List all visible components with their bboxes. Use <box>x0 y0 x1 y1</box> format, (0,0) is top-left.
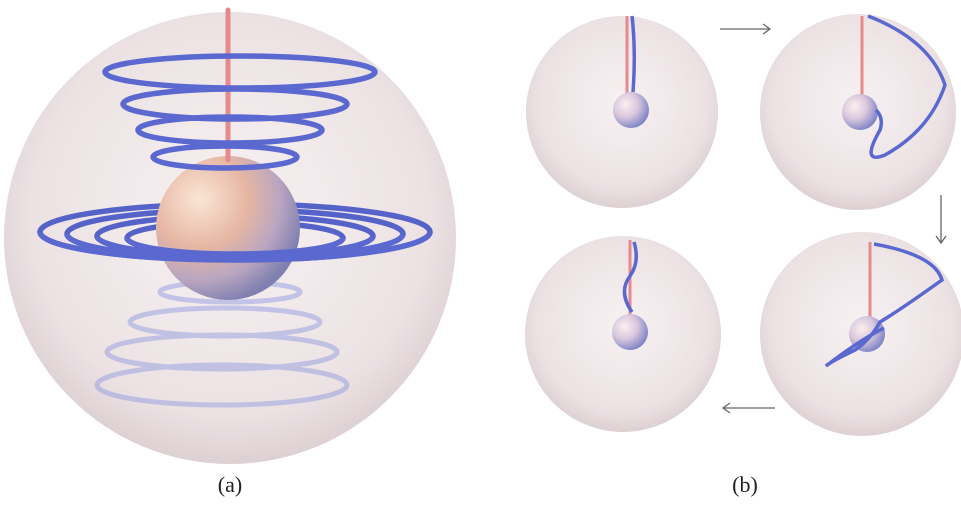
inner-sphere <box>612 314 648 350</box>
panel-label: (a) <box>218 472 242 497</box>
inner-sphere <box>842 94 878 130</box>
inner-sphere <box>156 156 300 300</box>
figure: (a) (b) <box>0 0 961 507</box>
inner-sphere <box>613 92 649 128</box>
panel-label: (b) <box>732 472 758 497</box>
panel-b: (b) <box>525 14 961 497</box>
panel-a: (a) <box>4 10 456 497</box>
